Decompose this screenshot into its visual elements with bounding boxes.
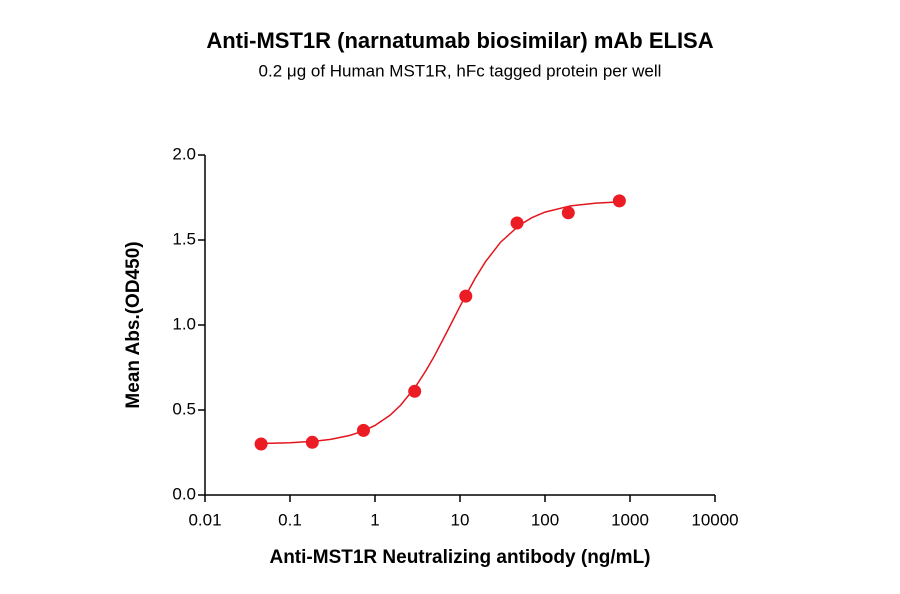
data-point [561, 206, 575, 220]
y-tick-label: 1.5 [172, 229, 196, 248]
y-axis-label: Mean Abs.(OD450) [123, 241, 144, 408]
chart-subtitle: 0.2 μg of Human MST1R, hFc tagged protei… [259, 61, 662, 80]
x-tick-label: 10000 [691, 510, 738, 529]
y-tick-label: 0.0 [172, 484, 196, 503]
x-tick-label: 0.01 [188, 510, 221, 529]
fit-curve [261, 201, 620, 445]
y-tick-label: 1.0 [172, 314, 196, 333]
x-tick-label: 100 [531, 510, 559, 529]
y-tick-label: 0.5 [172, 399, 196, 418]
data-point [612, 194, 626, 208]
x-axis-label: Anti-MST1R Neutralizing antibody (ng/mL) [269, 547, 650, 568]
x-tick-label: 1000 [611, 510, 649, 529]
chart-title: Anti-MST1R (narnatumab biosimilar) mAb E… [206, 28, 713, 53]
x-tick-label: 1 [370, 510, 379, 529]
data-point [510, 216, 524, 230]
data-point [408, 384, 422, 398]
x-tick-label: 10 [451, 510, 470, 529]
data-point [459, 289, 473, 303]
data-point [254, 437, 268, 451]
y-tick-label: 2.0 [172, 144, 196, 163]
x-tick-label: 0.1 [278, 510, 302, 529]
data-point [305, 435, 319, 449]
data-point [356, 423, 370, 437]
